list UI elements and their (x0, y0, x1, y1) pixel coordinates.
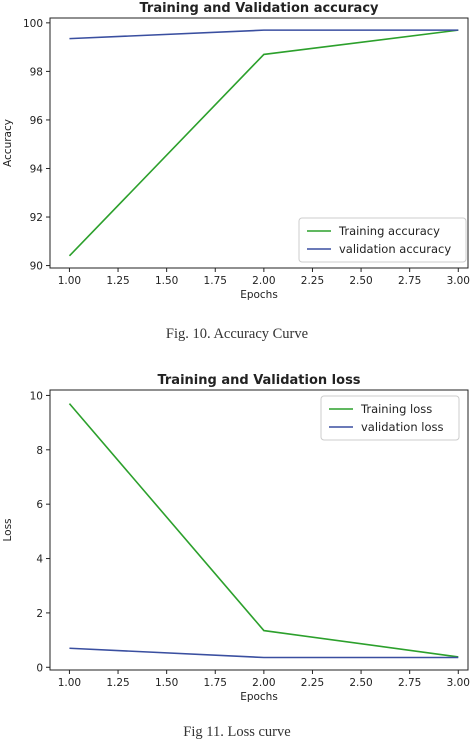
y-tick-label: 98 (30, 66, 43, 78)
figure-caption: Fig 11. Loss curve (183, 724, 290, 740)
legend-label-0: Training accuracy (338, 224, 440, 238)
y-tick-label: 90 (30, 261, 43, 273)
legend-box (320, 395, 460, 441)
y-tick-label: 6 (36, 499, 43, 511)
x-tick-label: 1.25 (106, 677, 129, 689)
y-tick-label: 96 (30, 115, 44, 127)
y-tick-label: 2 (36, 608, 43, 620)
legend-label-1: validation loss (361, 420, 444, 434)
x-tick-label: 2.25 (301, 275, 324, 287)
x-tick-label: 2.50 (349, 677, 372, 689)
figure-caption: Fig. 10. Accuracy Curve (166, 326, 308, 342)
plot-frame (49, 389, 469, 671)
x-tick-label: 2.00 (252, 275, 275, 287)
x-tick-label: 2.25 (301, 677, 324, 689)
y-axis-label: Loss (2, 518, 14, 541)
x-axis-label: Epochs (240, 691, 278, 703)
legend-label-1: validation accuracy (339, 242, 451, 256)
y-tick-label: 100 (23, 18, 43, 30)
chart-title: Training and Validation accuracy (139, 1, 379, 16)
x-tick-label: 2.75 (398, 677, 421, 689)
x-tick-label: 1.00 (58, 677, 81, 689)
x-tick-label: 3.00 (447, 275, 470, 287)
x-tick-label: 1.75 (204, 275, 227, 287)
x-tick-label: 2.50 (349, 275, 372, 287)
x-axis-label: Epochs (240, 289, 278, 301)
x-tick-label: 1.75 (204, 677, 227, 689)
plot-frame (49, 17, 469, 269)
x-tick-label: 2.00 (252, 677, 275, 689)
x-tick-label: 1.00 (58, 275, 81, 287)
y-axis-label: Accuracy (2, 119, 14, 167)
x-tick-label: 1.50 (155, 677, 178, 689)
y-tick-label: 8 (36, 445, 43, 457)
y-tick-label: 4 (36, 554, 43, 566)
legend-label-0: Training loss (360, 402, 432, 416)
chart-title: Training and Validation loss (157, 373, 360, 388)
x-tick-label: 3.00 (447, 677, 470, 689)
y-tick-label: 94 (30, 163, 44, 175)
series-line-0 (68, 29, 459, 257)
series-line-1 (69, 29, 459, 40)
y-tick-label: 10 (30, 390, 43, 402)
x-tick-label: 1.50 (155, 275, 178, 287)
series-line-0 (68, 403, 459, 658)
y-tick-label: 92 (30, 212, 43, 224)
legend-box (298, 217, 467, 263)
x-tick-label: 1.25 (106, 275, 129, 287)
series-line-1 (69, 647, 459, 659)
y-tick-label: 0 (36, 662, 43, 674)
x-tick-label: 2.75 (398, 275, 421, 287)
